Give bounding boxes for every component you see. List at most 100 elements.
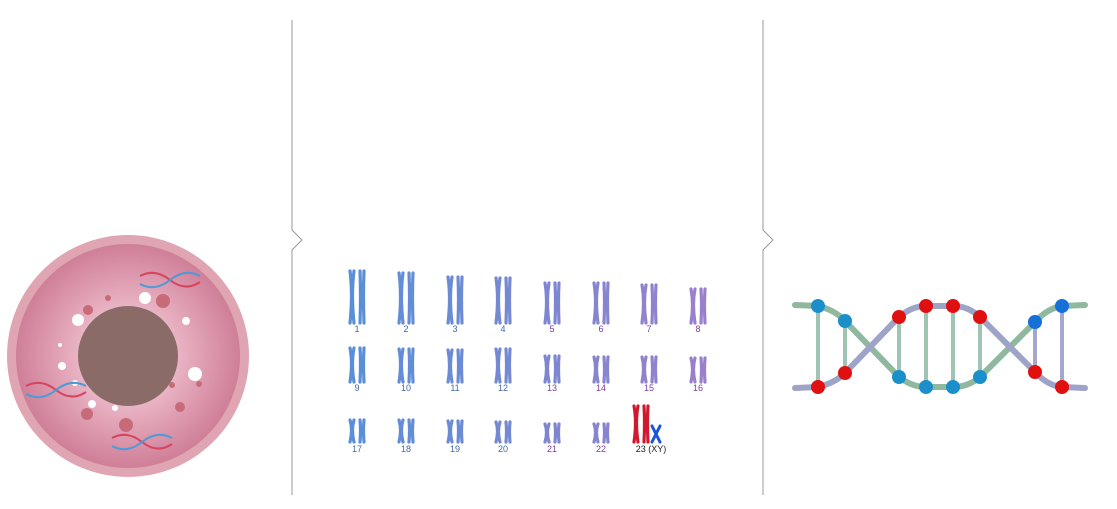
dna-helix — [792, 299, 1088, 394]
chromosome-label: 1 — [354, 324, 359, 334]
chromatid — [507, 347, 512, 384]
chromosome-label: 11 — [450, 383, 459, 393]
nucleotides — [811, 299, 1069, 394]
chromosome-label: 20 — [498, 444, 508, 454]
chromosome-label: 23 (XY) — [636, 444, 667, 454]
chromatid — [602, 355, 607, 384]
chromatid — [456, 419, 461, 444]
chromosome-label: 4 — [500, 324, 505, 334]
chromatid — [642, 404, 647, 444]
chromatid — [702, 287, 707, 325]
chromatid — [361, 269, 366, 325]
chromatid — [653, 355, 658, 384]
chromatid — [361, 418, 366, 444]
chromatid — [407, 418, 412, 444]
chromatid — [361, 346, 366, 384]
chromatid — [410, 347, 415, 384]
chromatid — [553, 281, 558, 325]
chromatid — [459, 348, 464, 384]
chromosome-label: 13 — [547, 383, 557, 393]
chromatid — [650, 355, 655, 384]
chromatid — [545, 422, 551, 444]
cell — [7, 235, 249, 477]
chromatid — [553, 422, 558, 444]
chromatid — [602, 281, 607, 325]
chromatid — [456, 348, 461, 384]
chromosome-label: 16 — [693, 383, 703, 393]
chromatid — [594, 422, 600, 444]
chromatid — [634, 404, 640, 444]
chromatid — [407, 271, 412, 325]
chromatid — [496, 276, 502, 325]
chromatid — [358, 269, 363, 325]
chromatid — [350, 418, 356, 444]
chromatid — [605, 281, 610, 325]
chromatid — [653, 283, 658, 325]
chromosome-label: 12 — [498, 383, 508, 393]
divider — [291, 20, 303, 495]
chromatid — [459, 419, 464, 444]
chromosome-label: 7 — [646, 324, 651, 334]
chromatid — [504, 276, 509, 325]
chromosome-label: 15 — [644, 383, 654, 393]
chromosome-label: 18 — [401, 444, 411, 454]
chromatid — [496, 347, 502, 384]
chromatid — [602, 422, 607, 444]
chromatid — [556, 422, 561, 444]
chromatid — [350, 346, 356, 384]
chromatid — [605, 422, 610, 444]
divider — [762, 20, 774, 495]
chromatid — [691, 287, 697, 325]
chromatid — [448, 348, 454, 384]
chromatid — [350, 269, 356, 325]
chromatid — [410, 418, 415, 444]
chromatid — [456, 275, 461, 325]
dna-strands — [25, 271, 201, 451]
chromatid — [545, 281, 551, 325]
chromatid — [650, 424, 662, 444]
chromatid — [399, 271, 405, 325]
chromosome-label: 21 — [547, 444, 557, 454]
chromosome-label: 8 — [695, 324, 700, 334]
chromatid — [545, 354, 551, 384]
chromatid — [399, 347, 405, 384]
chromosome-label: 22 — [596, 444, 606, 454]
vesicles — [58, 292, 202, 411]
chromatid — [556, 281, 561, 325]
chromatid — [556, 354, 561, 384]
chromatid — [448, 419, 454, 444]
chromatid — [410, 271, 415, 325]
base-pairs — [816, 306, 1064, 387]
chromatid — [507, 276, 512, 325]
chromosome-label: 3 — [452, 324, 457, 334]
chromatid — [553, 354, 558, 384]
chromosome-label: 6 — [598, 324, 603, 334]
chromosome-label: 2 — [403, 324, 408, 334]
chromatid — [650, 283, 655, 325]
chromatid — [507, 420, 512, 444]
chromosome-label: 5 — [549, 324, 554, 334]
chromatid — [699, 356, 704, 384]
chromosome-label: 19 — [450, 444, 460, 454]
strand — [792, 302, 1088, 390]
chromatid — [605, 355, 610, 384]
chromatid — [504, 420, 509, 444]
chromatid — [496, 420, 502, 444]
chromosome-label: 10 — [401, 383, 411, 393]
chromatid — [594, 281, 600, 325]
organelles — [81, 294, 202, 432]
chromatid — [691, 356, 697, 384]
chromatid — [702, 356, 707, 384]
chromatid — [645, 404, 650, 444]
chromosome-label: 9 — [354, 383, 359, 393]
chromatid — [358, 418, 363, 444]
chromatid — [699, 287, 704, 325]
chromatid — [504, 347, 509, 384]
chromatid — [448, 275, 454, 325]
strand — [792, 303, 1088, 391]
chromatid — [399, 418, 405, 444]
nucleus — [78, 306, 178, 406]
chromosome-label: 17 — [352, 444, 362, 454]
